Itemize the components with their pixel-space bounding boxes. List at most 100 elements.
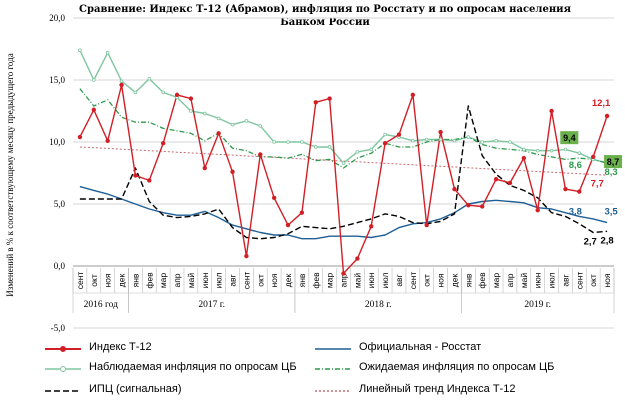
data-point xyxy=(535,207,540,213)
year-label: 2019 г. xyxy=(524,300,551,310)
x-tick-label: янв xyxy=(297,273,307,287)
data-point xyxy=(216,116,221,121)
data-point xyxy=(410,92,416,98)
legend-item-observed: Наблюдаемая инфляция по опросам ЦБ xyxy=(43,361,313,377)
x-tick-label: окт xyxy=(255,274,265,287)
annotation-label: 2,8 xyxy=(600,235,613,246)
x-tick-label: сент xyxy=(408,272,418,290)
data-point xyxy=(480,140,485,144)
data-point xyxy=(493,176,499,182)
data-point xyxy=(563,147,568,152)
annotation-box xyxy=(560,131,579,145)
chart-title: Сравнение: Индекс Т-12 (Абрамов), инфляц… xyxy=(79,4,571,28)
data-point xyxy=(78,48,82,53)
series-line-expected xyxy=(79,88,608,169)
data-point xyxy=(480,204,485,209)
x-tick-label: авг xyxy=(560,274,570,286)
x-tick-label: ноя xyxy=(269,273,279,287)
data-point xyxy=(258,152,263,157)
data-point xyxy=(604,113,610,119)
data-point xyxy=(535,148,540,153)
year-label: 2016 год xyxy=(84,300,119,310)
x-tick-label: дек xyxy=(117,274,127,288)
y-tick-label: 20,0 xyxy=(49,13,65,23)
legend-swatch xyxy=(45,390,81,392)
legend-item-ipc: ИПЦ (сигнальная) xyxy=(43,383,313,399)
data-point xyxy=(549,108,554,114)
data-point xyxy=(230,122,235,127)
x-tick-label: сент xyxy=(75,272,85,290)
x-tick-label: июл xyxy=(380,273,390,289)
data-point xyxy=(466,135,471,139)
data-point xyxy=(355,150,360,154)
y-tick-label: 10,0 xyxy=(49,137,65,147)
x-tick-label: фев xyxy=(144,272,154,289)
data-point xyxy=(466,203,471,208)
data-point xyxy=(244,119,249,123)
x-tick-label: ноя xyxy=(602,273,612,287)
data-point xyxy=(189,109,193,113)
data-point xyxy=(341,161,346,165)
data-point xyxy=(508,140,512,144)
x-tick-label: авг xyxy=(228,274,238,286)
x-tick-label: июл xyxy=(214,273,224,289)
data-point xyxy=(244,253,249,259)
data-point xyxy=(522,147,526,152)
data-point xyxy=(396,132,402,137)
series-line-observed xyxy=(79,49,608,164)
data-point xyxy=(105,138,110,143)
data-point xyxy=(369,224,374,229)
data-point xyxy=(258,124,263,128)
y-tick-label: 15,0 xyxy=(49,75,65,85)
legend-item-rosstat: Официальная - Росстат xyxy=(313,341,583,357)
data-point xyxy=(355,256,360,261)
x-tick-label: окт xyxy=(588,274,598,287)
legend-label: Официальная - Росстат xyxy=(359,341,482,353)
annotation-label: 3,5 xyxy=(604,207,618,218)
data-point xyxy=(382,141,388,146)
x-axis: сент окт ноя дек янв фев мар апр май июн июл авг сен… xyxy=(72,268,615,313)
x-tick-label: апр xyxy=(172,273,182,287)
data-point xyxy=(494,138,498,143)
legend-swatch xyxy=(315,348,351,350)
data-point xyxy=(549,148,554,153)
series-line-rosstat xyxy=(79,185,608,240)
series-line-ipc xyxy=(79,105,608,240)
x-tick-label: мар xyxy=(491,273,501,289)
data-point xyxy=(133,173,138,178)
data-point xyxy=(202,165,207,171)
data-point xyxy=(507,180,513,186)
data-point xyxy=(272,140,276,144)
data-point xyxy=(133,90,138,95)
x-tick-label: апр xyxy=(505,273,515,287)
x-tick-label: окт xyxy=(89,274,99,287)
data-point xyxy=(119,82,124,88)
legend: Индекс Т-12 Официальная - Росстат Наблюдае… xyxy=(0,339,625,410)
x-tick-label: янв xyxy=(463,273,473,287)
data-point xyxy=(383,132,387,137)
data-point xyxy=(369,147,374,152)
data-point xyxy=(327,96,332,101)
legend-item-trend: Линейный тренд Индекса Т-12 xyxy=(313,383,583,399)
data-point xyxy=(77,134,83,140)
legend-label: Индекс Т-12 xyxy=(89,341,152,353)
data-point xyxy=(313,145,318,149)
data-point xyxy=(452,138,457,143)
x-tick-label: фев xyxy=(477,272,487,289)
data-point xyxy=(271,195,277,200)
x-tick-label: июн xyxy=(366,272,376,288)
year-label: 2018 г. xyxy=(365,300,392,310)
legend-swatch xyxy=(45,346,81,352)
y-axis-label: Изменений в % к соответствующему месяцу … xyxy=(5,53,15,296)
data-point xyxy=(438,129,443,135)
x-tick-label: авг xyxy=(394,274,404,286)
data-point xyxy=(577,151,582,155)
annotation-label: 12,1 xyxy=(592,98,611,109)
data-point xyxy=(230,169,235,174)
data-point xyxy=(563,186,568,192)
data-point xyxy=(105,50,110,55)
series-line-t12 xyxy=(79,84,608,275)
x-tick-label: янв xyxy=(130,273,140,287)
annotation-label: 7,7 xyxy=(591,178,604,189)
y-tick-label: 5,0 xyxy=(54,199,66,209)
